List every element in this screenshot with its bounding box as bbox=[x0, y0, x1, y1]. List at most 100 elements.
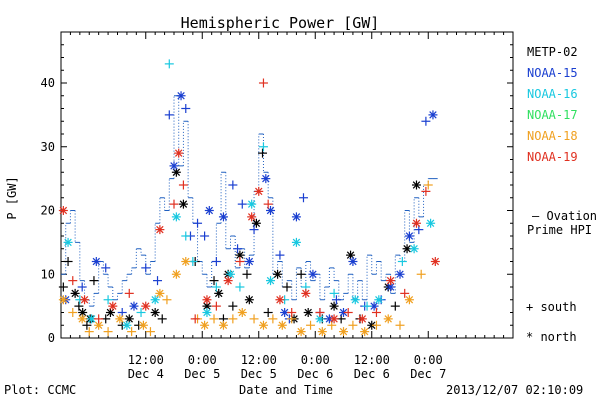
x-tick-label-date: Dec 7 bbox=[410, 367, 446, 381]
south-point bbox=[228, 314, 238, 324]
south-point bbox=[211, 257, 221, 266]
legend: METP-02 NOAA-15 NOAA-16 NOAA-17 NOAA-18 NOAA-… bbox=[527, 45, 578, 164]
north-point bbox=[181, 257, 191, 266]
ovation-label-line1: — Ovation bbox=[532, 209, 597, 223]
north-point bbox=[275, 295, 285, 305]
y-tick-label: 0 bbox=[48, 331, 55, 345]
north-point bbox=[174, 148, 184, 158]
y-tick-label: 30 bbox=[41, 140, 55, 154]
south-point bbox=[371, 308, 381, 317]
south-point bbox=[237, 199, 247, 209]
north-point bbox=[105, 308, 115, 317]
south-point bbox=[164, 59, 174, 69]
south-point bbox=[145, 327, 155, 337]
south-point bbox=[242, 269, 252, 279]
north-point bbox=[426, 218, 436, 228]
south-point bbox=[63, 257, 73, 266]
north-point bbox=[237, 308, 247, 317]
north-point bbox=[350, 295, 360, 305]
north-point bbox=[266, 276, 276, 286]
north-point bbox=[91, 257, 101, 266]
south-point bbox=[390, 301, 400, 311]
plot-credit: Plot: CCMC bbox=[4, 383, 76, 397]
south-point bbox=[329, 288, 339, 298]
north-point bbox=[247, 199, 257, 209]
south-point bbox=[200, 231, 210, 241]
north-point bbox=[357, 314, 367, 324]
x-tick-label-time: 12:00 bbox=[354, 353, 390, 367]
north-point bbox=[428, 110, 438, 120]
north-point bbox=[374, 295, 384, 305]
south-point bbox=[331, 295, 341, 305]
south-point bbox=[101, 263, 111, 273]
south-point bbox=[371, 320, 381, 330]
north-point bbox=[223, 276, 233, 286]
south-point bbox=[258, 142, 268, 152]
north-point bbox=[171, 269, 181, 279]
legend-entry: METP-02 bbox=[527, 45, 578, 59]
south-point bbox=[77, 282, 87, 292]
south-point bbox=[162, 295, 172, 305]
south-point bbox=[268, 314, 278, 324]
plot-timestamp: 2013/12/07 02:10:09 bbox=[446, 383, 583, 397]
marker-key-entry: + south bbox=[526, 300, 577, 314]
x-tick-label-date: Dec 5 bbox=[241, 367, 277, 381]
south-point bbox=[228, 301, 238, 311]
north-point bbox=[150, 308, 160, 317]
y-tick-label: 40 bbox=[41, 76, 55, 90]
south-point bbox=[68, 308, 78, 317]
north-point bbox=[261, 174, 271, 184]
south-point bbox=[82, 320, 92, 330]
x-tick-label-date: Dec 6 bbox=[354, 367, 390, 381]
south-point bbox=[395, 320, 405, 330]
north-point bbox=[226, 269, 235, 279]
north-point bbox=[169, 161, 179, 171]
north-point bbox=[315, 314, 325, 324]
south-point bbox=[258, 78, 268, 88]
north-point bbox=[266, 206, 276, 215]
south-point bbox=[397, 257, 407, 266]
north-point bbox=[296, 327, 306, 337]
north-point bbox=[339, 327, 348, 337]
north-point bbox=[291, 237, 301, 247]
south-point bbox=[263, 199, 273, 209]
south-point bbox=[235, 282, 245, 292]
y-axis: 0 10 20 30 40 bbox=[41, 31, 513, 345]
south-point bbox=[169, 199, 179, 209]
north-point bbox=[360, 327, 370, 337]
north-point bbox=[124, 314, 134, 324]
north-point bbox=[386, 276, 396, 286]
north-point bbox=[329, 314, 339, 324]
south-point bbox=[84, 327, 94, 337]
north-point bbox=[70, 288, 80, 298]
x-tick-label-time: 12:00 bbox=[241, 353, 277, 367]
north-point bbox=[178, 199, 188, 209]
south-point bbox=[296, 269, 306, 279]
north-point bbox=[202, 295, 212, 305]
north-point bbox=[155, 225, 165, 235]
north-point bbox=[78, 308, 88, 317]
data-points bbox=[58, 59, 440, 337]
north-point bbox=[346, 250, 356, 260]
north-point bbox=[176, 91, 186, 101]
south-point bbox=[136, 308, 146, 317]
south-point bbox=[416, 269, 426, 279]
north-point bbox=[247, 212, 257, 222]
legend-entry: NOAA-17 bbox=[527, 108, 578, 122]
y-axis-label: P [GW] bbox=[5, 176, 19, 219]
south-point bbox=[315, 308, 325, 317]
north-point bbox=[254, 186, 264, 196]
legend-entry: NOAA-18 bbox=[527, 129, 578, 143]
south-point bbox=[117, 308, 127, 317]
north-point bbox=[214, 288, 224, 298]
south-point bbox=[414, 225, 424, 235]
x-tick-label-time: 0:00 bbox=[414, 353, 443, 367]
north-point bbox=[404, 295, 414, 305]
south-point bbox=[124, 288, 134, 298]
north-point bbox=[204, 206, 214, 215]
south-point bbox=[235, 257, 245, 266]
south-point bbox=[343, 308, 353, 317]
south-point bbox=[228, 180, 238, 190]
